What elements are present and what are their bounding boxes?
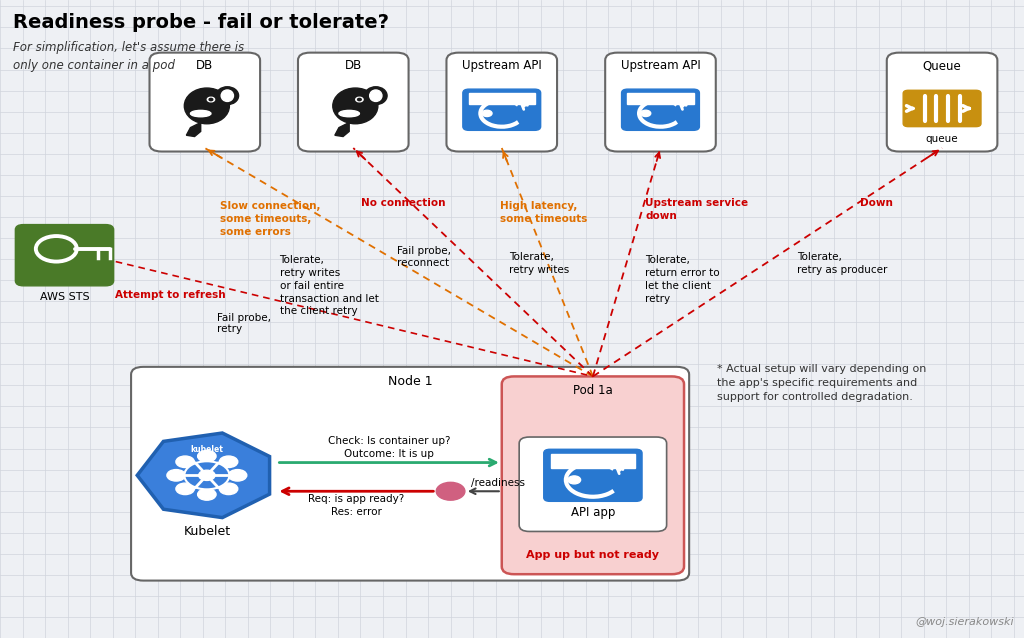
Circle shape — [167, 470, 185, 481]
Text: Queue: Queue — [923, 59, 962, 72]
FancyBboxPatch shape — [15, 225, 114, 286]
Circle shape — [568, 476, 581, 484]
Polygon shape — [186, 122, 201, 137]
Ellipse shape — [365, 87, 387, 105]
FancyBboxPatch shape — [544, 449, 642, 501]
Polygon shape — [335, 122, 349, 137]
Circle shape — [219, 483, 238, 494]
Text: Pod 1a: Pod 1a — [573, 384, 612, 397]
Circle shape — [209, 98, 213, 101]
Text: App up but not ready: App up but not ready — [526, 550, 659, 560]
Text: Down: Down — [860, 198, 893, 208]
FancyBboxPatch shape — [605, 53, 716, 152]
Text: Upstream API: Upstream API — [621, 59, 700, 72]
Text: Readiness probe - fail or tolerate?: Readiness probe - fail or tolerate? — [13, 13, 389, 32]
Text: Kubelet: Kubelet — [183, 525, 230, 538]
Text: Req: is app ready?
Res: error: Req: is app ready? Res: error — [308, 494, 404, 517]
FancyBboxPatch shape — [887, 53, 997, 152]
FancyBboxPatch shape — [150, 53, 260, 152]
FancyBboxPatch shape — [502, 376, 684, 574]
FancyBboxPatch shape — [446, 53, 557, 152]
Circle shape — [184, 461, 229, 489]
Text: Fail probe,
retry: Fail probe, retry — [217, 313, 271, 334]
Text: Tolerate,
retry writes: Tolerate, retry writes — [509, 252, 569, 275]
FancyBboxPatch shape — [469, 93, 535, 104]
Text: /readiness: /readiness — [471, 478, 525, 488]
Circle shape — [219, 456, 238, 468]
Text: kubelet: kubelet — [190, 445, 223, 454]
FancyBboxPatch shape — [463, 89, 541, 130]
Text: DB: DB — [197, 59, 213, 72]
Circle shape — [641, 110, 651, 117]
Text: AWS STS: AWS STS — [40, 292, 89, 302]
Ellipse shape — [216, 87, 239, 105]
FancyBboxPatch shape — [903, 90, 981, 127]
FancyBboxPatch shape — [131, 367, 689, 581]
Text: For simplification, let's assume there is
only one container in a pod: For simplification, let's assume there i… — [13, 41, 245, 73]
Text: Upstream service
down: Upstream service down — [645, 198, 749, 221]
FancyBboxPatch shape — [622, 89, 699, 130]
Text: Tolerate,
retry as producer: Tolerate, retry as producer — [797, 252, 887, 275]
FancyBboxPatch shape — [551, 454, 635, 468]
Circle shape — [176, 483, 195, 494]
Text: Tolerate,
retry writes
or fail entire
transaction and let
the client retry: Tolerate, retry writes or fail entire tr… — [280, 255, 379, 316]
Text: Tolerate,
return error to
let the client
retry: Tolerate, return error to let the client… — [645, 255, 720, 304]
Text: Upstream API: Upstream API — [462, 59, 542, 72]
Ellipse shape — [184, 88, 229, 124]
Text: API app: API app — [570, 506, 615, 519]
Circle shape — [207, 97, 215, 102]
Text: queue: queue — [926, 134, 958, 144]
Text: Check: Is container up?
Outcome: It is up: Check: Is container up? Outcome: It is u… — [328, 436, 451, 459]
FancyBboxPatch shape — [628, 93, 693, 104]
Circle shape — [436, 482, 465, 500]
FancyBboxPatch shape — [298, 53, 409, 152]
FancyBboxPatch shape — [519, 437, 667, 531]
Circle shape — [176, 456, 195, 468]
Circle shape — [198, 489, 216, 500]
Text: Slow connection,
some timeouts,
some errors: Slow connection, some timeouts, some err… — [220, 201, 321, 237]
Text: @woj.sierakowski: @woj.sierakowski — [915, 616, 1014, 627]
Text: * Actual setup will vary depending on
the app's specific requirements and
suppor: * Actual setup will vary depending on th… — [717, 364, 926, 402]
Ellipse shape — [221, 90, 233, 101]
Ellipse shape — [333, 88, 378, 124]
Circle shape — [228, 470, 247, 481]
Circle shape — [357, 98, 361, 101]
Text: Attempt to refresh: Attempt to refresh — [115, 290, 225, 300]
Circle shape — [355, 97, 364, 102]
Ellipse shape — [370, 90, 382, 101]
Text: No connection: No connection — [361, 198, 446, 208]
Text: Node 1: Node 1 — [388, 375, 432, 387]
Circle shape — [482, 110, 492, 117]
Text: DB: DB — [345, 59, 361, 72]
Ellipse shape — [190, 110, 211, 117]
Circle shape — [198, 450, 216, 462]
Ellipse shape — [339, 110, 359, 117]
Text: Fail probe,
reconnect: Fail probe, reconnect — [397, 246, 452, 269]
Text: High latency,
some timeouts: High latency, some timeouts — [500, 201, 587, 224]
Circle shape — [199, 470, 215, 480]
